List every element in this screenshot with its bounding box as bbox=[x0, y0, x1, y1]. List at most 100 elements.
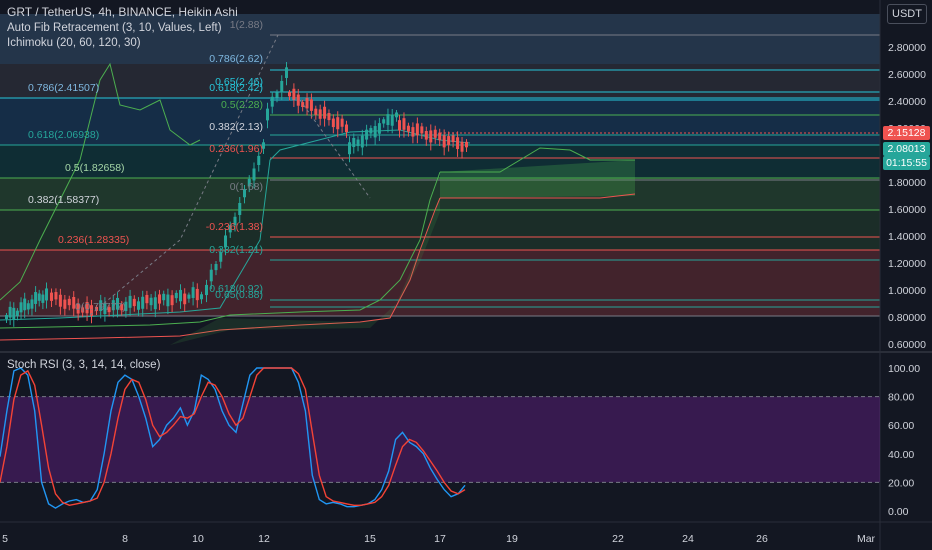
candle bbox=[233, 216, 237, 226]
candle bbox=[398, 120, 401, 131]
rsi-band bbox=[0, 396, 880, 483]
candle bbox=[5, 315, 8, 319]
candle bbox=[451, 135, 455, 143]
candle bbox=[41, 294, 45, 303]
candle bbox=[132, 298, 136, 307]
candle bbox=[420, 126, 424, 134]
fib-connector bbox=[299, 99, 371, 199]
chikou-span bbox=[0, 62, 201, 301]
candle bbox=[382, 119, 386, 124]
candle bbox=[305, 98, 309, 109]
candle bbox=[323, 106, 327, 119]
candle bbox=[390, 114, 394, 126]
candle bbox=[224, 235, 227, 248]
candle bbox=[270, 96, 274, 107]
candle bbox=[63, 299, 67, 309]
candle bbox=[170, 295, 174, 306]
candle bbox=[58, 294, 62, 307]
stoch-tick: 60.00 bbox=[888, 420, 914, 432]
ichimoku-cloud bbox=[440, 160, 635, 198]
bar-countdown: 01:15:55 bbox=[883, 156, 930, 170]
fib-label-right: 0.5(2.28) bbox=[221, 99, 263, 111]
senkou-span-b bbox=[440, 193, 636, 199]
candle bbox=[406, 125, 410, 132]
candle bbox=[411, 127, 415, 137]
fib-label-right: 0(1.68) bbox=[230, 181, 263, 193]
candle bbox=[116, 297, 119, 310]
candle bbox=[360, 135, 364, 148]
candle bbox=[331, 118, 335, 128]
candle bbox=[365, 129, 369, 140]
candle bbox=[174, 292, 178, 299]
fib-zone bbox=[0, 14, 880, 64]
currency-button[interactable]: USDT bbox=[887, 4, 927, 24]
candle bbox=[402, 118, 406, 130]
candle bbox=[243, 189, 246, 198]
candle bbox=[158, 294, 161, 304]
candle bbox=[23, 298, 27, 311]
candle bbox=[149, 297, 153, 306]
candle bbox=[67, 298, 71, 306]
stoch-tick: 100.00 bbox=[888, 363, 920, 375]
fib-label-left: 0.236(1.28335) bbox=[58, 234, 129, 246]
price-tick: 0.80000 bbox=[888, 312, 926, 324]
price-tick: 1.20000 bbox=[888, 258, 926, 270]
price-tick: 1.00000 bbox=[888, 285, 926, 297]
candle bbox=[433, 129, 437, 138]
time-tick: 5 bbox=[2, 533, 8, 545]
candle bbox=[50, 292, 53, 301]
candle bbox=[45, 288, 48, 301]
fib-label-right: 0.618(2.42) bbox=[209, 82, 263, 94]
candle bbox=[111, 300, 115, 311]
candle bbox=[301, 102, 305, 107]
candle bbox=[257, 155, 261, 166]
candle bbox=[8, 306, 12, 318]
ichimoku-indicator-label[interactable]: Ichimoku (20, 60, 120, 30) bbox=[7, 37, 141, 49]
candle bbox=[183, 293, 187, 305]
candle bbox=[137, 301, 140, 310]
candle bbox=[296, 94, 300, 106]
time-tick: 10 bbox=[192, 533, 204, 545]
candle bbox=[54, 292, 58, 300]
fib-label-right: 1(2.88) bbox=[230, 19, 263, 31]
fib-zone bbox=[0, 210, 880, 250]
candle bbox=[352, 137, 356, 148]
candle bbox=[26, 303, 30, 310]
stoch-tick: 40.00 bbox=[888, 449, 914, 461]
candle bbox=[424, 130, 428, 140]
candle bbox=[395, 112, 398, 118]
time-tick: 8 bbox=[122, 533, 128, 545]
price-tick: 1.60000 bbox=[888, 204, 926, 216]
stoch-tick: 0.00 bbox=[888, 506, 909, 518]
fib-label-right: -0.236(1.38) bbox=[206, 221, 263, 233]
fib-label-left: 0.618(2.06938) bbox=[28, 129, 99, 141]
candle bbox=[460, 141, 464, 152]
candle bbox=[314, 108, 318, 115]
time-tick: 15 bbox=[364, 533, 376, 545]
time-tick: 17 bbox=[434, 533, 446, 545]
candle bbox=[145, 294, 149, 304]
stoch-tick: 20.00 bbox=[888, 477, 914, 489]
ichimoku-price-tag: 2.08013 bbox=[883, 142, 930, 156]
candle bbox=[336, 117, 340, 130]
candle bbox=[429, 130, 433, 143]
time-tick: 22 bbox=[612, 533, 624, 545]
candle bbox=[327, 112, 331, 121]
fib-indicator-label[interactable]: Auto Fib Retracement (3, 10, Values, Lef… bbox=[7, 22, 222, 34]
fib-label-right: 0.236(1.96) bbox=[209, 143, 263, 155]
candle bbox=[30, 299, 34, 309]
time-tick: Mar bbox=[857, 533, 876, 545]
candle bbox=[195, 288, 199, 301]
candle bbox=[309, 99, 313, 111]
candle bbox=[456, 137, 460, 150]
candle bbox=[266, 108, 269, 121]
stoch-rsi-title[interactable]: Stoch RSI (3, 3, 14, 14, close) bbox=[7, 359, 161, 371]
fib-zone bbox=[0, 178, 880, 210]
time-tick: 26 bbox=[756, 533, 768, 545]
candle bbox=[166, 294, 170, 307]
candle bbox=[356, 139, 360, 147]
symbol-title[interactable]: GRT / TetherUS, 4h, BINANCE, Heikin Ashi bbox=[7, 5, 238, 19]
candle bbox=[415, 123, 419, 136]
candle bbox=[191, 287, 195, 298]
